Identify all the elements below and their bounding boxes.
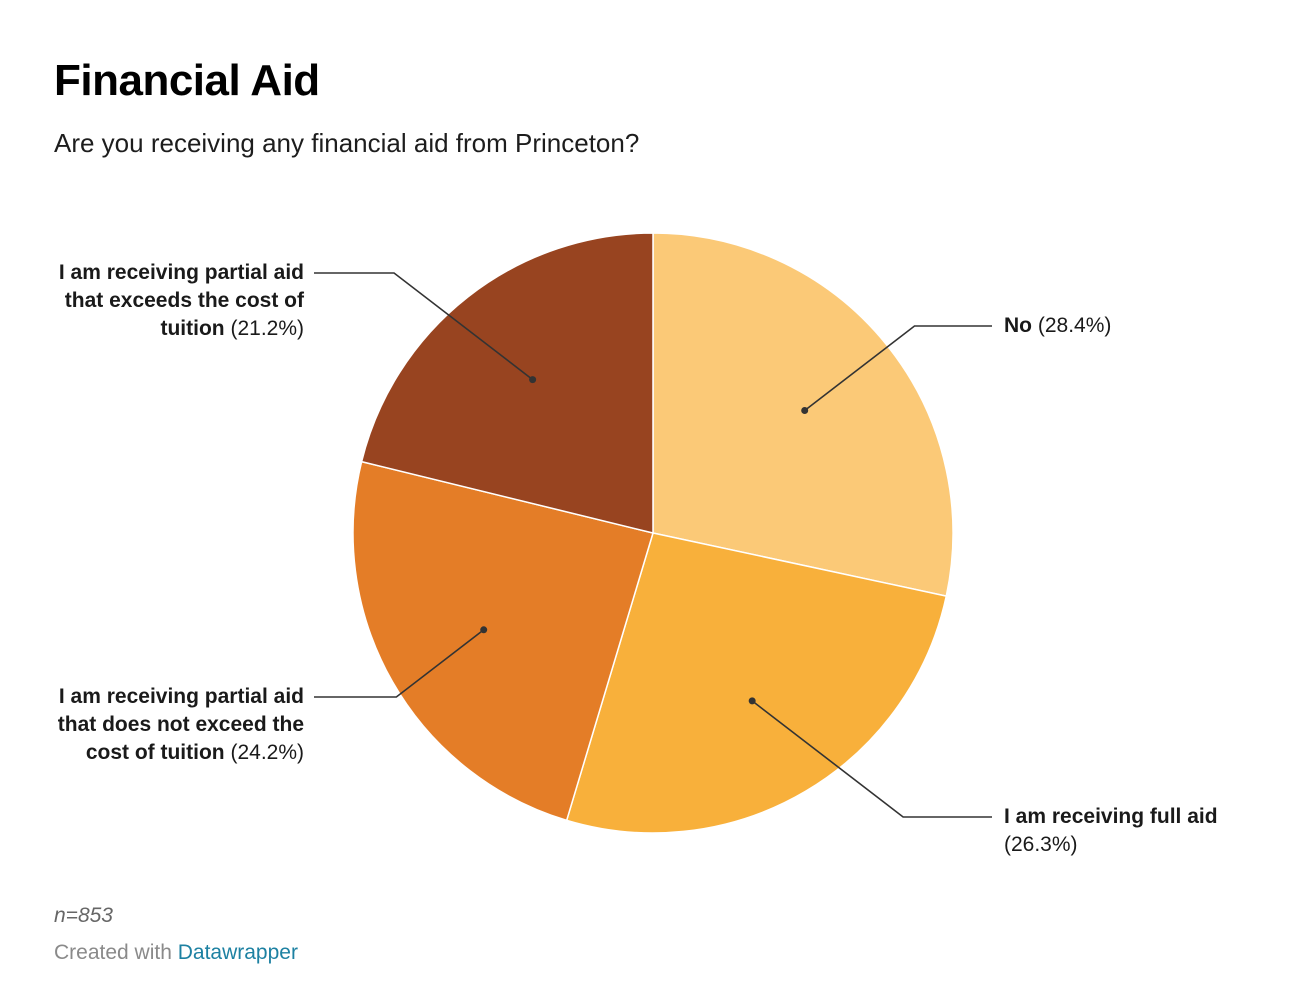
slice-label-partial-not-exceed-value: (24.2%) (230, 741, 304, 764)
slice-label-partial-not-exceed-category: I am receiving partial aid that does not… (57, 685, 304, 764)
slice-label-no-value: (28.4%) (1037, 314, 1112, 337)
leader-dot-1 (748, 697, 756, 705)
slice-label-no: No (28.4%) (1004, 312, 1264, 340)
slice-label-full-aid-category: I am receiving full aid (1004, 805, 1218, 828)
pie-slices (352, 232, 954, 834)
datawrapper-link[interactable]: Datawrapper (177, 941, 298, 964)
slice-label-partial-exceeds-category: I am receiving partial aid that exceeds … (58, 261, 304, 340)
pie-slice-1[interactable] (565, 532, 948, 834)
leader-line-1 (751, 700, 992, 818)
credit-prefix: Created with (54, 941, 172, 964)
slice-label-partial-exceeds: I am receiving partial aid that exceeds … (54, 259, 304, 343)
slice-label-partial-exceeds-value: (21.2%) (230, 317, 304, 340)
leader-dot-3 (529, 376, 537, 384)
slice-label-partial-not-exceed: I am receiving partial aid that does not… (54, 683, 304, 767)
chart-subtitle: Are you receiving any financial aid from… (54, 128, 640, 158)
leader-dot-0 (801, 406, 809, 414)
pie-slice-2[interactable] (352, 460, 654, 822)
leader-lines (314, 272, 992, 818)
slice-label-full-aid: I am receiving full aid (26.3%) (1004, 803, 1264, 859)
slice-label-no-category: No (1004, 314, 1032, 337)
sample-size-note: n=853 (54, 904, 113, 927)
leader-dot-2 (480, 626, 488, 634)
pie-slice-0[interactable] (652, 232, 954, 597)
leader-line-0 (804, 325, 992, 412)
leader-line-2 (314, 629, 485, 698)
pie-slice-3[interactable] (360, 232, 654, 534)
leader-line-3 (314, 272, 534, 381)
slice-label-full-aid-value: (26.3%) (1004, 833, 1078, 856)
credit-line: Created with Datawrapper (54, 941, 298, 965)
chart-title: Financial Aid (54, 56, 320, 105)
